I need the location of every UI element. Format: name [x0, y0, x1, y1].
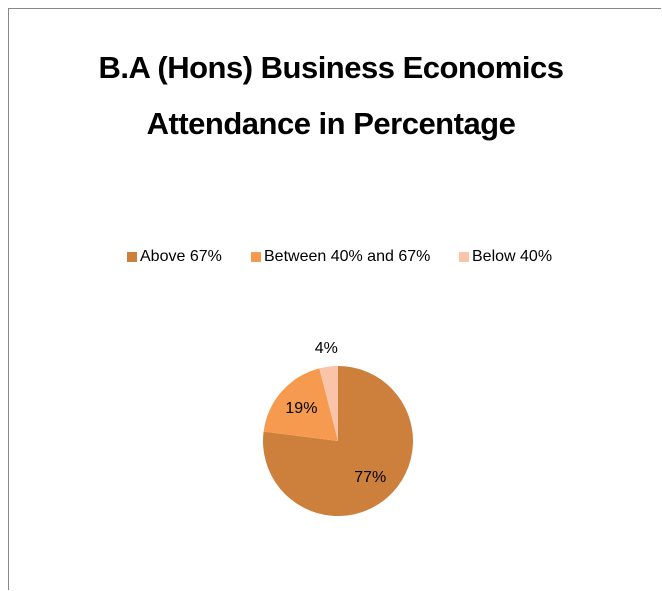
chart-title: B.A (Hons) Business Economics Attendance…: [98, 50, 564, 141]
pie-slice: [263, 368, 338, 441]
legend-swatch: [459, 252, 469, 262]
data-label: 19%: [285, 400, 317, 417]
data-label: 4%: [315, 340, 338, 357]
legend-label: Above 67%: [140, 248, 222, 265]
data-label: 77%: [354, 469, 386, 486]
pie-slice: [319, 366, 338, 441]
legend-swatch: [127, 252, 137, 262]
legend-label: Between 40% and 67%: [264, 248, 430, 265]
legend-label: Below 40%: [472, 248, 552, 265]
pie-slice: [263, 366, 414, 517]
chart-frame: [8, 8, 661, 590]
legend-swatch: [251, 252, 261, 262]
